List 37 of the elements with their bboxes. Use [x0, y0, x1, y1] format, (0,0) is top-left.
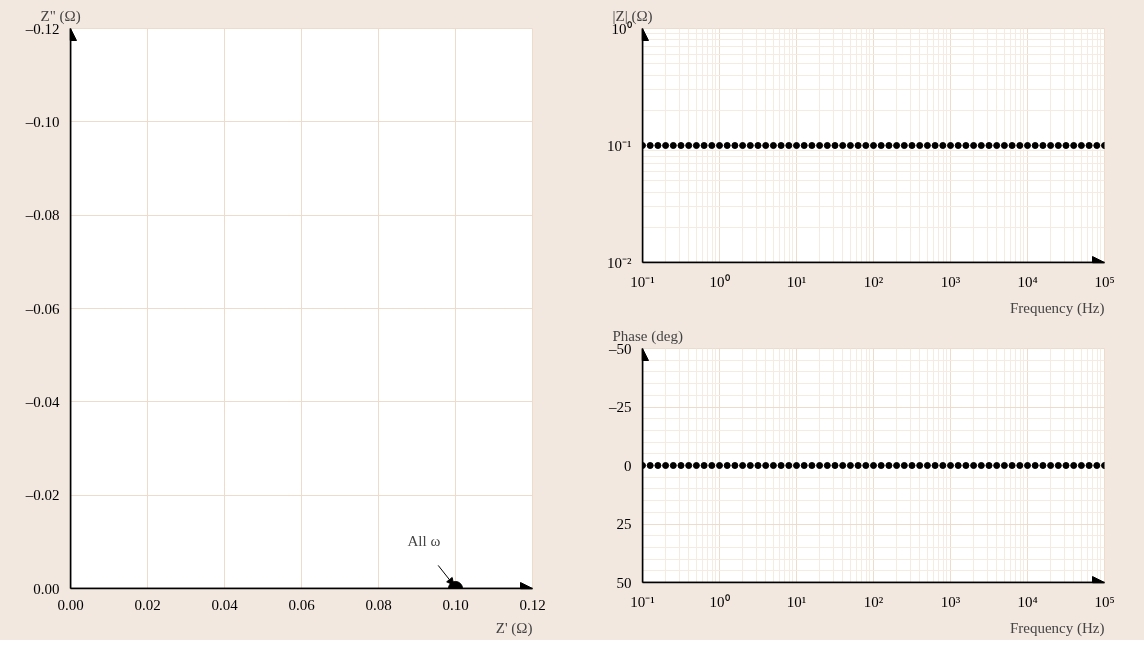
- x-tick-label: 10¹: [786, 273, 807, 290]
- x-tick-label: 0.04: [211, 596, 239, 613]
- x-tick-label: 10²: [863, 593, 884, 610]
- x-tick-label: 10⁵: [1094, 273, 1115, 290]
- y-tick-label: 25: [616, 516, 632, 532]
- x-tick-label: 0.06: [288, 596, 316, 613]
- x-tick-label: 10⁵: [1094, 593, 1115, 610]
- x-tick-label: 10⁰: [709, 593, 730, 610]
- x-tick-label: 10³: [940, 593, 961, 610]
- y-tick-label: 0.00: [33, 580, 60, 597]
- x-axis-title: Frequency (Hz): [1009, 619, 1105, 637]
- x-tick-label: 10⁻¹: [630, 273, 655, 290]
- x-tick-label: 10¹: [786, 593, 807, 610]
- y-tick-label: –0.08: [24, 207, 60, 224]
- y-tick-label: 10⁻¹: [607, 137, 632, 154]
- x-axis-title: Frequency (Hz): [1009, 299, 1105, 317]
- y-tick-label: 0: [624, 457, 632, 474]
- y-tick-label: –0.04: [24, 393, 60, 410]
- x-tick-label: 10⁴: [1017, 273, 1038, 290]
- x-tick-label: 10⁴: [1017, 593, 1038, 610]
- x-tick-label: 10⁻¹: [630, 593, 655, 610]
- y-tick-label: –0.06: [24, 300, 60, 317]
- x-axis-title: Z' (Ω): [495, 619, 533, 637]
- y-tick-label: –0.02: [24, 487, 60, 504]
- y-tick-label: 50: [616, 574, 632, 591]
- y-tick-label: –25: [608, 399, 632, 415]
- annotation: All ω: [407, 532, 441, 549]
- x-tick-label: 10²: [863, 273, 884, 290]
- x-tick-label: 10³: [940, 273, 961, 290]
- x-tick-label: 10⁰: [709, 273, 730, 290]
- x-tick-label: 0.00: [57, 596, 84, 613]
- y-tick-label: –0.10: [24, 113, 60, 130]
- x-tick-label: 0.10: [442, 596, 469, 613]
- x-tick-label: 0.02: [134, 596, 161, 613]
- x-tick-label: 0.08: [365, 596, 392, 613]
- y-tick-label: 10⁻²: [607, 254, 632, 271]
- x-tick-label: 0.12: [519, 596, 546, 613]
